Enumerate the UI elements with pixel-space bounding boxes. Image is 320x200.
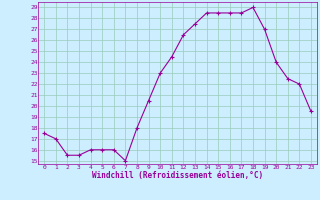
- X-axis label: Windchill (Refroidissement éolien,°C): Windchill (Refroidissement éolien,°C): [92, 171, 263, 180]
